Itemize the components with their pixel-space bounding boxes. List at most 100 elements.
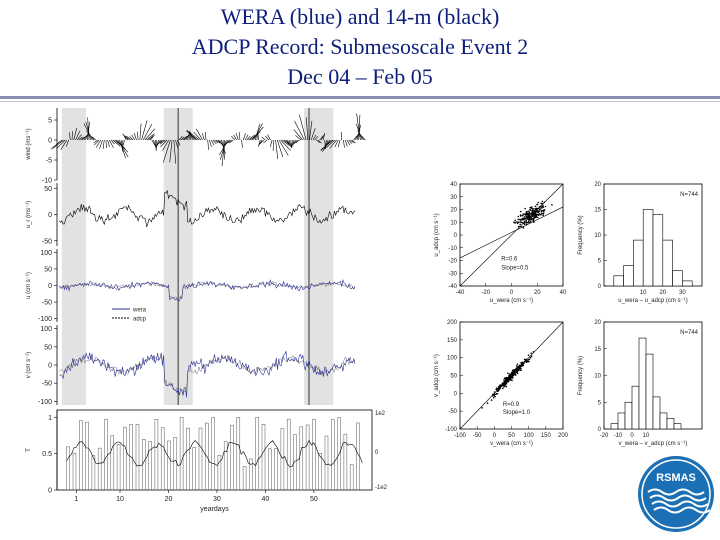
u-scatter-point: [544, 205, 547, 208]
xtick-label-4: 40: [261, 496, 269, 503]
u-scatter-point: [525, 214, 527, 216]
tide-bar: [249, 458, 253, 491]
u-scatter-point: [519, 223, 522, 226]
rsmas-logo-ring: [641, 459, 711, 529]
tide-bar: [331, 419, 335, 491]
u-scatter-point: [519, 215, 522, 217]
u-scatter-xlabel: u_wera (cm s⁻¹): [490, 298, 533, 304]
tide-bar: [324, 435, 329, 491]
wind-stick: [293, 129, 303, 141]
wind-stick: [95, 139, 102, 148]
u-scatter-point: [536, 216, 539, 219]
tide-bar: [349, 464, 354, 491]
wind-stick: [78, 136, 83, 141]
u-scatter-point: [540, 212, 543, 215]
v-hist-bar-0: [610, 423, 619, 430]
u-scatter-point: [537, 213, 539, 216]
tide-bar: [104, 419, 108, 491]
u-scatter-point: [551, 204, 553, 206]
v-scatter-point: [507, 372, 509, 375]
v-scatter-point: [518, 366, 520, 369]
ur-ytick-label-1: 0: [48, 212, 52, 219]
v-scatter-point: [523, 360, 526, 363]
wind-stick: [291, 139, 295, 147]
wind-stick: [344, 139, 348, 147]
wind-stick: [321, 134, 325, 141]
v-scatter-ytick-label-6: -100: [445, 427, 458, 433]
wind-stick: [185, 134, 189, 141]
wind-stick: [157, 139, 161, 146]
v-scatter-point: [502, 382, 505, 384]
v-scatter-point: [528, 358, 531, 361]
wind-stick: [276, 139, 284, 158]
wind-stick: [267, 134, 271, 141]
wind-stick: [83, 134, 88, 141]
wind-stick: [75, 130, 81, 141]
wind-stick: [148, 134, 155, 141]
ur-ytick-label-2: -50: [42, 238, 52, 245]
v-scatter-point: [529, 356, 532, 359]
wind-stick: [120, 139, 123, 152]
u-scatter-point: [531, 211, 533, 214]
v-scatter-xtick-label-4: 100: [524, 433, 535, 439]
wind-stick: [216, 139, 221, 144]
v-scatter-xlabel: v_wera (cm s⁻¹): [490, 441, 533, 447]
xtick-label-3: 30: [213, 496, 221, 503]
v-scatter-point: [516, 372, 519, 375]
v-scatter-ytick-label-1: 150: [447, 338, 458, 344]
wind-stick: [257, 132, 259, 141]
u-scatter-ytick-label-3: 10: [450, 220, 457, 226]
v-scatter-point: [503, 377, 506, 380]
tide-bar: [223, 441, 228, 491]
v-scatter-point: [497, 388, 500, 390]
wind-stick: [107, 139, 110, 148]
tide-bar: [135, 423, 140, 491]
v-scatter-xtick-label-2: 0: [493, 433, 497, 439]
tide-bar: [198, 427, 203, 491]
tide-ytick-label-2: 0: [48, 488, 52, 495]
wind-stick: [275, 139, 279, 159]
u-hist-bar-4: [652, 214, 664, 287]
u-scatter-point: [534, 205, 537, 208]
u-scatter-xtick-label-1: -20: [481, 290, 490, 296]
wind-stick: [109, 139, 114, 149]
tide-bar: [123, 426, 127, 491]
v-hist-ytick-label-4: 0: [598, 427, 602, 433]
u-ytick-label-0: 100: [40, 250, 52, 257]
u-scatter-point: [529, 218, 532, 220]
wind-stick: [153, 139, 157, 148]
v-scatter-point: [516, 369, 519, 372]
u-scatter-ytick-label-5: -10: [448, 246, 457, 252]
u-hist-ytick-label-3: 5: [598, 259, 602, 265]
wind-stick: [85, 130, 95, 141]
u-scatter-point: [514, 219, 517, 222]
wind-stick: [351, 139, 356, 144]
v-scatter-point: [499, 387, 502, 389]
v-hist-bar-8: [666, 417, 675, 430]
wind-stick: [337, 139, 341, 148]
tide-bar: [312, 419, 316, 491]
u-scatter-point: [543, 210, 545, 213]
wind-stick: [360, 134, 366, 141]
v-scatter-point: [525, 358, 528, 361]
v-scatter-annot-r: R=0.9: [503, 402, 520, 408]
u-scatter-point: [528, 212, 531, 215]
u-scatter-ytick-label-6: -20: [448, 259, 457, 265]
u-scatter-xtick-label-4: 40: [560, 290, 567, 296]
v-scatter-point: [503, 383, 505, 386]
v-scatter-point: [509, 379, 511, 381]
u-scatter-point: [542, 204, 544, 207]
v-scatter-point: [481, 407, 483, 409]
wind-stick: [265, 135, 270, 141]
u-scatter-point: [538, 206, 541, 208]
wind-stick: [183, 135, 188, 141]
v-scatter-ytick-label-5: -50: [448, 409, 457, 415]
title-line-2: ADCP Record: Submesoscale Event 2: [191, 34, 529, 59]
wind-stick: [348, 139, 353, 144]
wind-stick: [162, 139, 169, 151]
wind-stick: [293, 139, 298, 144]
v-scatter-point: [501, 384, 504, 387]
v-ytick-label-1: 50: [44, 344, 52, 351]
wind-stick: [309, 120, 313, 141]
